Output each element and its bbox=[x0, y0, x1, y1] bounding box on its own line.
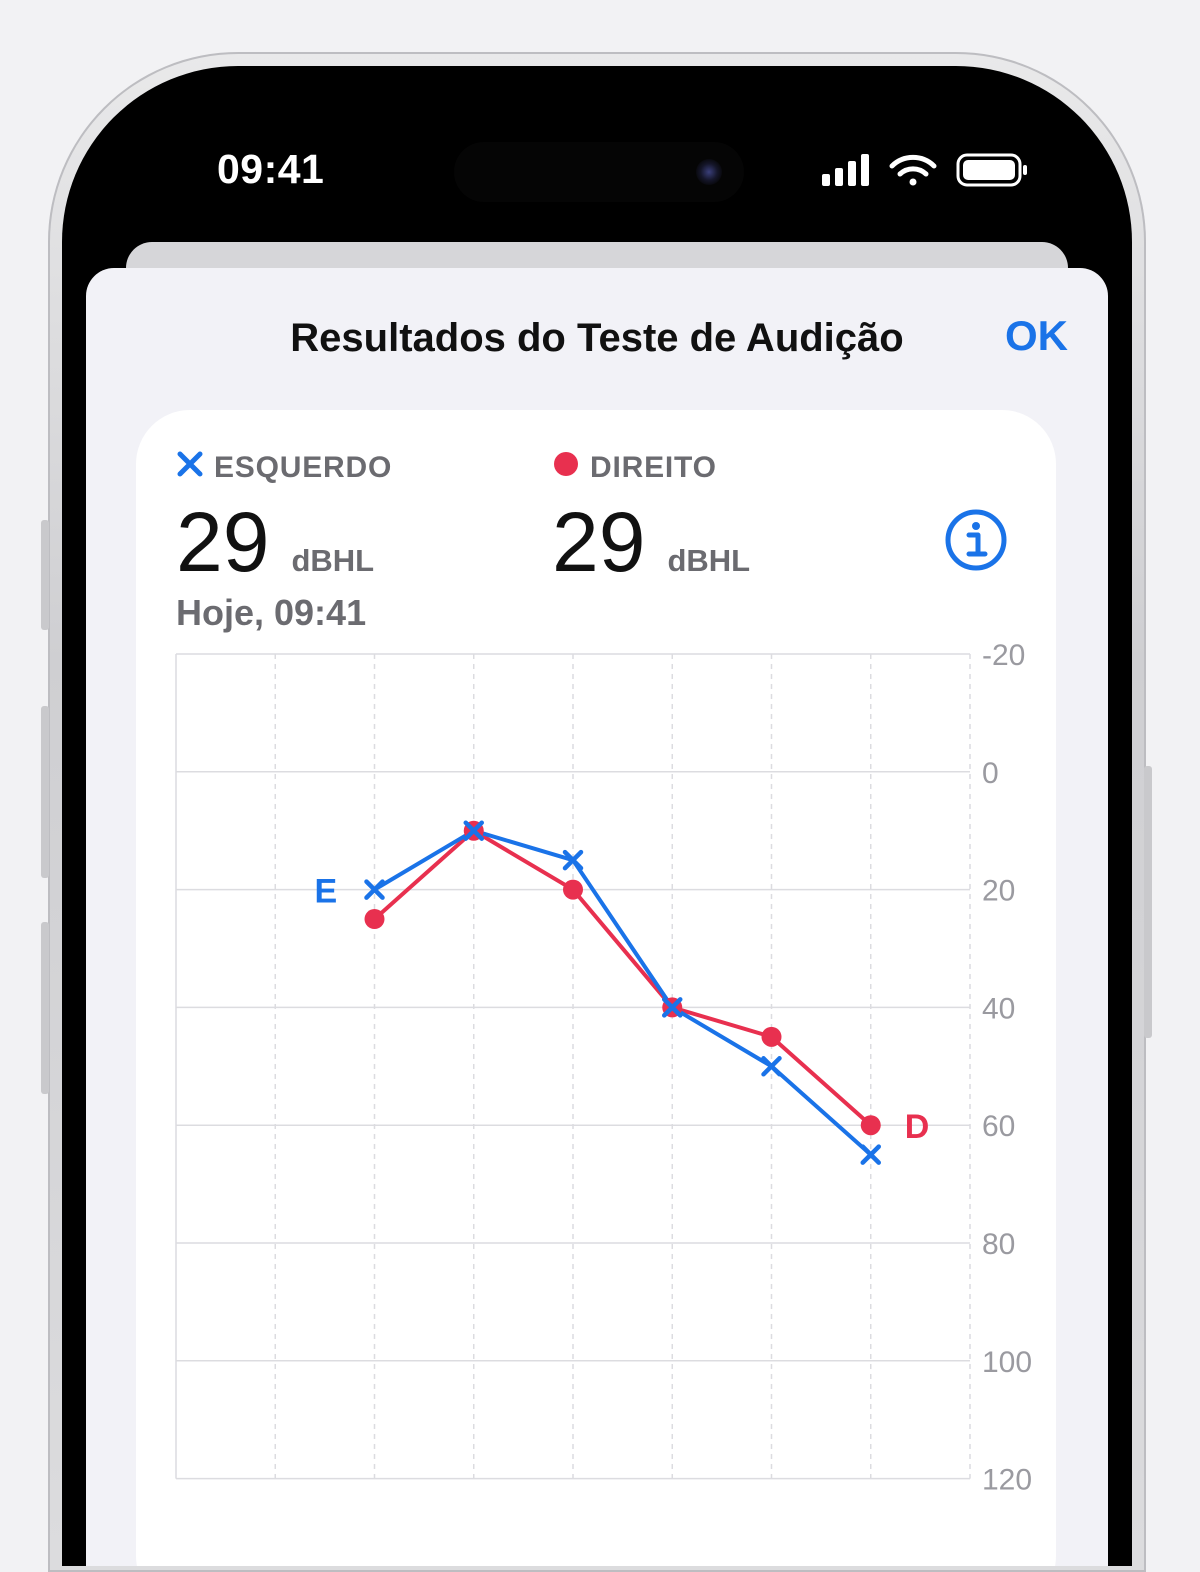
info-button[interactable] bbox=[944, 508, 1008, 572]
right-ear-point bbox=[364, 909, 385, 930]
left-ear-point bbox=[562, 849, 584, 871]
y-tick-label: -20 bbox=[982, 639, 1025, 672]
left-ear-series-label: E bbox=[315, 873, 338, 911]
info-circle-icon bbox=[945, 509, 1007, 571]
x-marker-icon bbox=[176, 450, 204, 486]
cellular-signal-icon bbox=[822, 154, 869, 186]
y-tick-label: 100 bbox=[982, 1346, 1032, 1379]
y-tick-label: 20 bbox=[982, 875, 1015, 908]
right-ear-summary: DIREITO 29 dBHL bbox=[552, 450, 750, 591]
test-date: Hoje, 09:41 bbox=[176, 592, 367, 633]
left-ear-summary: ESQUERDO 29 dBHL bbox=[176, 450, 392, 591]
y-tick-label: 120 bbox=[982, 1464, 1032, 1497]
status-icons bbox=[822, 152, 1062, 187]
y-tick-label: 0 bbox=[982, 757, 999, 790]
left-ear-label: ESQUERDO bbox=[214, 451, 393, 484]
y-tick-label: 40 bbox=[982, 992, 1015, 1025]
status-time: 09:41 bbox=[217, 146, 325, 192]
battery-icon bbox=[956, 153, 1027, 187]
sheet-title: Resultados do Teste de Audição bbox=[290, 316, 904, 360]
right-ear-line bbox=[372, 828, 873, 1128]
right-ear-point bbox=[860, 1115, 881, 1136]
ok-button[interactable]: OK bbox=[1005, 312, 1068, 359]
audiogram-chart: -20 0 20 40 60 80 100 120 E D bbox=[175, 639, 1032, 1497]
left-ear-point bbox=[761, 1056, 782, 1077]
right-ear-point bbox=[563, 879, 583, 900]
y-tick-label: 80 bbox=[982, 1228, 1015, 1261]
left-ear-point bbox=[662, 997, 683, 1018]
left-ear-point bbox=[860, 1144, 881, 1165]
side-power-button bbox=[1144, 766, 1152, 1038]
right-ear-value: 29 bbox=[552, 495, 646, 589]
audiogram-card: ESQUERDO 29 dBHL DIREITO 29 dBHL bbox=[136, 410, 1056, 1566]
status-bar: 09:41 bbox=[62, 66, 1132, 236]
left-ear-unit: dBHL bbox=[291, 543, 375, 578]
wifi-icon bbox=[889, 154, 937, 186]
left-ear-point bbox=[364, 879, 385, 900]
results-sheet: Resultados do Teste de Audição OK ESQUER… bbox=[86, 268, 1108, 1566]
left-ear-value: 29 bbox=[176, 495, 270, 589]
left-ear-point bbox=[463, 820, 484, 841]
phone-screen: 09:41 bbox=[62, 66, 1132, 1566]
front-camera bbox=[696, 159, 722, 185]
circle-marker-icon bbox=[552, 450, 580, 486]
volume-up-button bbox=[41, 706, 49, 878]
volume-down-button bbox=[41, 922, 49, 1094]
dynamic-island bbox=[454, 142, 744, 202]
left-ear-line bbox=[372, 828, 873, 1157]
action-button bbox=[41, 520, 49, 630]
right-ear-label: DIREITO bbox=[590, 451, 717, 484]
right-ear-unit: dBHL bbox=[667, 543, 751, 578]
right-ear-series-label: D bbox=[905, 1108, 930, 1146]
right-ear-point bbox=[761, 1026, 782, 1047]
y-tick-label: 60 bbox=[982, 1110, 1015, 1143]
